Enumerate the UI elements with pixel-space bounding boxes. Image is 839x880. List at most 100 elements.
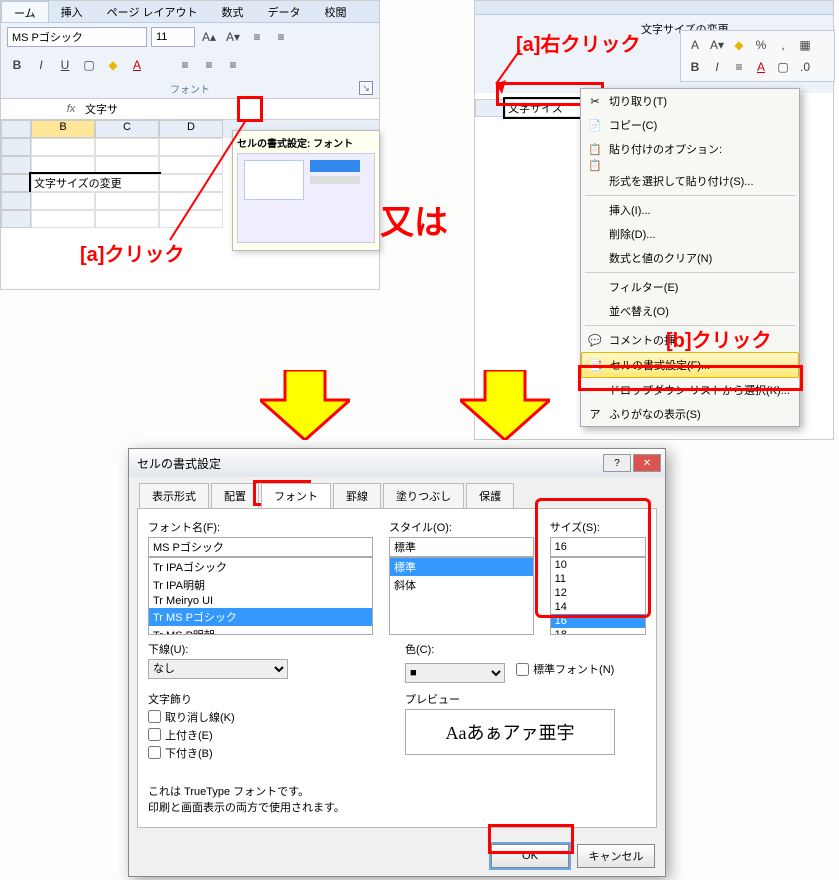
dialog-tab[interactable]: 塗りつぶし bbox=[383, 483, 464, 508]
ctx-item[interactable]: 並べ替え(O) bbox=[581, 299, 799, 323]
ctx-item[interactable]: フィルター(E) bbox=[581, 275, 799, 299]
cancel-button[interactable]: キャンセル bbox=[577, 844, 655, 868]
fx-icon[interactable]: fx bbox=[61, 103, 81, 115]
dialog-tab[interactable]: フォント bbox=[261, 483, 331, 508]
ctx-icon: 📄 bbox=[587, 117, 603, 133]
normal-font-checkbox[interactable] bbox=[516, 663, 529, 676]
align-right-icon[interactable]: ≡ bbox=[223, 55, 243, 75]
italic-icon[interactable]: I bbox=[31, 55, 51, 75]
normal-font-label: 標準フォント(N) bbox=[533, 661, 614, 677]
mini-align-icon[interactable]: ≡ bbox=[729, 57, 749, 77]
align-top-icon[interactable]: ≡ bbox=[247, 27, 267, 47]
font-name-input[interactable] bbox=[148, 537, 373, 557]
ctx-item[interactable]: 📋 bbox=[581, 161, 799, 169]
dialog-close-button[interactable]: ✕ bbox=[633, 454, 661, 472]
mini-size-icon[interactable]: A▾ bbox=[707, 35, 727, 55]
ctx-icon: 📋 bbox=[587, 141, 603, 157]
size-column-highlight bbox=[535, 498, 651, 618]
formula-bar: fx 文字サ bbox=[1, 98, 379, 120]
list-item[interactable]: Tr IPA明朝 bbox=[149, 576, 372, 594]
ctx-item-label: 形式を選択して貼り付け(S)... bbox=[609, 173, 754, 189]
list-item[interactable]: Tr IPAゴシック bbox=[149, 558, 372, 576]
ann-a-right: [a]右クリック bbox=[516, 28, 640, 57]
border-icon[interactable]: ▢ bbox=[79, 55, 99, 75]
ctx-item[interactable]: 削除(D)... bbox=[581, 222, 799, 246]
ctx-item[interactable]: 形式を選択して貼り付け(S)... bbox=[581, 169, 799, 193]
dialog-tab[interactable]: 保護 bbox=[466, 483, 514, 508]
ctx-item[interactable]: 挿入(I)... bbox=[581, 198, 799, 222]
list-item[interactable]: Tr MS P明朝 bbox=[149, 626, 372, 635]
mini-percent-icon[interactable]: % bbox=[751, 35, 771, 55]
mini-format-icon[interactable]: ▦ bbox=[795, 35, 815, 55]
dialog-tab[interactable]: 罫線 bbox=[333, 483, 381, 508]
dialog-tab[interactable]: 表示形式 bbox=[139, 483, 209, 508]
ctx-item[interactable]: 📋 貼り付けのオプション: bbox=[581, 137, 799, 161]
decrease-font-icon[interactable]: A▾ bbox=[223, 27, 243, 47]
mini-color-icon[interactable]: A bbox=[751, 57, 771, 77]
mini-toolbar: A A▾ ◆ % , ▦ B I ≡ A ▢ .0 bbox=[680, 30, 835, 82]
font-dialog-launcher[interactable]: ↘ bbox=[359, 81, 373, 95]
ctx-item[interactable]: 数式と値のクリア(N) bbox=[581, 246, 799, 270]
style-list[interactable]: 標準斜体 bbox=[389, 557, 534, 635]
style-input[interactable] bbox=[389, 537, 534, 557]
ctx-item[interactable]: アふりがなの表示(S) bbox=[581, 402, 799, 426]
decoration-label: 文字飾り bbox=[148, 691, 389, 707]
dialog-help-button[interactable]: ? bbox=[603, 454, 631, 472]
align-center-icon[interactable]: ≡ bbox=[199, 55, 219, 75]
ribbon-tab-home[interactable]: ーム bbox=[1, 1, 49, 22]
underline-icon[interactable]: U bbox=[55, 55, 75, 75]
fill-color-icon[interactable]: ◆ bbox=[103, 55, 123, 75]
mini-border-icon[interactable]: ▢ bbox=[773, 57, 793, 77]
font-name-select[interactable] bbox=[7, 27, 147, 47]
ctx-item[interactable]: ✂切り取り(T) bbox=[581, 89, 799, 113]
col-header-c[interactable]: C bbox=[95, 120, 159, 138]
color-select[interactable]: ■ bbox=[405, 663, 505, 683]
dialog-titlebar: セルの書式設定 ? ✕ bbox=[129, 449, 665, 477]
mini-italic-icon[interactable]: I bbox=[707, 57, 727, 77]
list-item[interactable]: 標準 bbox=[390, 558, 533, 576]
ribbon-tab-layout[interactable]: ページ レイアウト bbox=[95, 1, 210, 22]
ctx-item-label: 並べ替え(O) bbox=[609, 303, 669, 319]
col-header-b[interactable]: B bbox=[31, 120, 95, 138]
align-mid-icon[interactable]: ≡ bbox=[271, 27, 291, 47]
align-left-icon[interactable]: ≡ bbox=[175, 55, 195, 75]
dialog-tab[interactable]: 配置 bbox=[211, 483, 259, 508]
ribbon-tab-review[interactable]: 校閲 bbox=[313, 1, 359, 22]
mini-fill-icon[interactable]: ◆ bbox=[729, 35, 749, 55]
ribbon-tab-insert[interactable]: 挿入 bbox=[49, 1, 95, 22]
font-name-list[interactable]: Tr IPAゴシックTr IPA明朝Tr Meiryo UITr MS Pゴシッ… bbox=[148, 557, 373, 635]
list-item[interactable]: Tr MS Pゴシック bbox=[149, 608, 372, 626]
mini-comma-icon[interactable]: , bbox=[773, 35, 793, 55]
increase-font-icon[interactable]: A▴ bbox=[199, 27, 219, 47]
mini-dec-icon[interactable]: .0 bbox=[795, 57, 815, 77]
underline-select[interactable]: なし bbox=[148, 659, 288, 679]
ann-b: [b]クリック bbox=[666, 324, 772, 353]
col-header-d[interactable]: D bbox=[159, 120, 223, 138]
list-item[interactable]: 18 bbox=[551, 628, 645, 635]
ctx-item-label: 貼り付けのオプション: bbox=[609, 141, 722, 157]
ctx-item-label: 切り取り(T) bbox=[609, 93, 667, 109]
selected-cell[interactable]: 文字サイズの変更 bbox=[31, 174, 159, 192]
subscript-checkbox[interactable] bbox=[148, 746, 161, 759]
superscript-checkbox[interactable] bbox=[148, 728, 161, 741]
ribbon-tab-formula[interactable]: 数式 bbox=[210, 1, 256, 22]
strike-checkbox[interactable] bbox=[148, 710, 161, 723]
ctx-icon: ア bbox=[587, 406, 603, 422]
preview-box: Aaあぁアァ亜宇 bbox=[405, 709, 615, 755]
tooltip-popup: セルの書式設定: フォント bbox=[232, 130, 380, 251]
strike-label: 取り消し線(K) bbox=[165, 709, 235, 725]
ok-button-highlight bbox=[488, 824, 574, 854]
list-item[interactable]: Tr Meiryo UI bbox=[149, 594, 372, 608]
font-color-icon[interactable]: A bbox=[127, 55, 147, 75]
mini-bold-icon[interactable]: B bbox=[685, 57, 705, 77]
formula-input[interactable]: 文字サ bbox=[81, 101, 379, 117]
ctx-item[interactable]: 📄 コピー(C) bbox=[581, 113, 799, 137]
font-size-select[interactable] bbox=[151, 27, 195, 47]
ctx-item-label: コピー(C) bbox=[609, 117, 657, 133]
mini-font-icon[interactable]: A bbox=[685, 35, 705, 55]
font-name-label: フォント名(F): bbox=[148, 519, 373, 535]
ribbon-tab-data[interactable]: データ bbox=[256, 1, 313, 22]
list-item[interactable]: 斜体 bbox=[390, 576, 533, 594]
launcher-highlight bbox=[237, 96, 263, 122]
bold-icon[interactable]: B bbox=[7, 55, 27, 75]
